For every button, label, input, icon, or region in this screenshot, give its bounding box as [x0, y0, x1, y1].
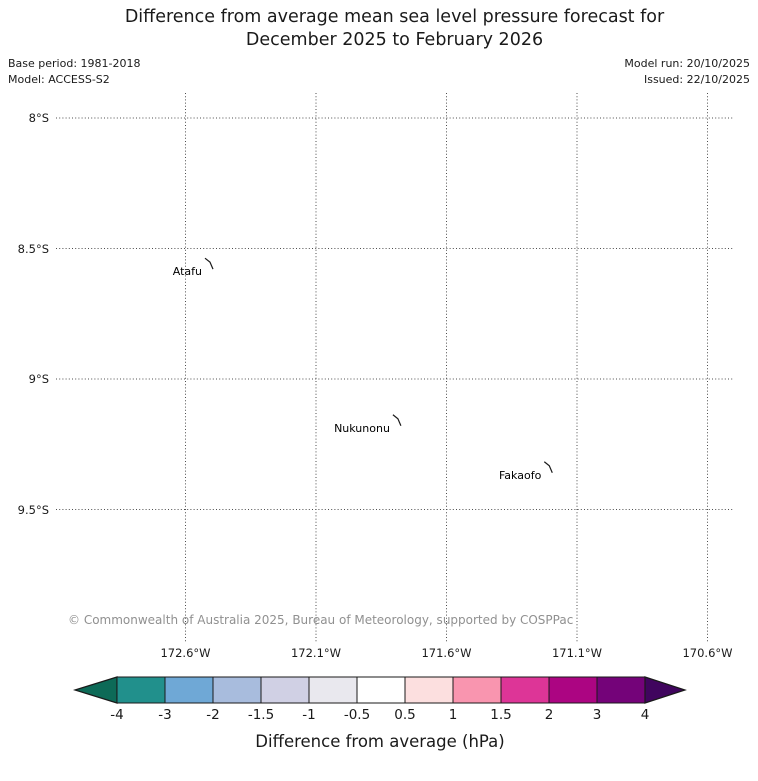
island-mark-nukunonu [392, 414, 402, 426]
colorbar-under-arrow [72, 676, 118, 704]
colorbar-segment [212, 676, 262, 704]
colorbar-axis-label: Difference from average (hPa) [255, 732, 505, 751]
colorbar-tick-label: 0.5 [394, 707, 416, 723]
colorbar-tick-label: -2 [206, 707, 220, 723]
island-label-nukunonu: Nukunonu [334, 421, 390, 435]
colorbar-segment [308, 676, 358, 704]
lon-tick-label: 171.6°W [421, 646, 472, 660]
colorbar-segment [116, 676, 166, 704]
colorbar-segment [404, 676, 454, 704]
colorbar-tick-label: 1 [448, 707, 458, 723]
island-mark-atafu [204, 257, 214, 270]
lon-tick-label: 170.6°W [682, 646, 733, 660]
metadata-left: Base period: 1981-2018 Model: ACCESS-S2 [8, 56, 140, 88]
colorbar-segment [452, 676, 502, 704]
page-title: Difference from average mean sea level p… [56, 6, 733, 52]
model-run-text: Model run: 20/10/2025 [624, 57, 750, 70]
lat-tick-label: 9°S [28, 372, 49, 386]
lat-tick-label: 8°S [28, 111, 49, 125]
colorbar-over-arrow [644, 676, 687, 704]
lat-tick-label: 9.5°S [17, 502, 49, 517]
page-title-line2: December 2025 to February 2026 [245, 30, 544, 50]
colorbar-segment [548, 676, 598, 704]
island-label-fakaofo: Fakaofo [498, 468, 542, 482]
colorbar-segment [500, 676, 550, 704]
lat-tick-label: 8.5°S [17, 241, 49, 256]
lon-tick-label: 171.1°W [551, 646, 603, 660]
lon-tick-label: 172.6°W [160, 646, 211, 660]
colorbar-segment [356, 676, 406, 704]
base-period-text: Base period: 1981-2018 [8, 57, 141, 70]
island-label-atafu: Atafu [172, 265, 202, 279]
colorbar-segment [596, 676, 646, 704]
colorbar-tick-label: -0.5 [343, 707, 371, 723]
colorbar-tick-label: -3 [158, 707, 172, 723]
colorbar-segment [260, 676, 310, 704]
page-title-line1: Difference from average mean sea level p… [124, 7, 665, 27]
attribution-text: © Commonwealth of Australia 2025, Bureau… [68, 613, 574, 627]
colorbar-tick-label: 2 [544, 707, 554, 723]
colorbar-tick-label: 1.5 [490, 707, 512, 723]
map-grid [56, 93, 733, 642]
colorbar-tick-label: 4 [640, 707, 650, 723]
colorbar-tick-label: -1.5 [247, 707, 275, 723]
colorbar-segment [164, 676, 214, 704]
colorbar-tick-label: -4 [110, 707, 124, 723]
colorbar [72, 676, 687, 704]
issued-text: Issued: 22/10/2025 [643, 73, 750, 86]
metadata-right: Model run: 20/10/2025 Issued: 22/10/2025 [624, 56, 750, 88]
colorbar-tick-label: -1 [302, 707, 316, 723]
island-mark-fakaofo [543, 461, 553, 473]
lon-tick-label: 172.1°W [290, 646, 342, 660]
colorbar-tick-label: 3 [592, 707, 602, 723]
model-text: Model: ACCESS-S2 [8, 73, 110, 86]
